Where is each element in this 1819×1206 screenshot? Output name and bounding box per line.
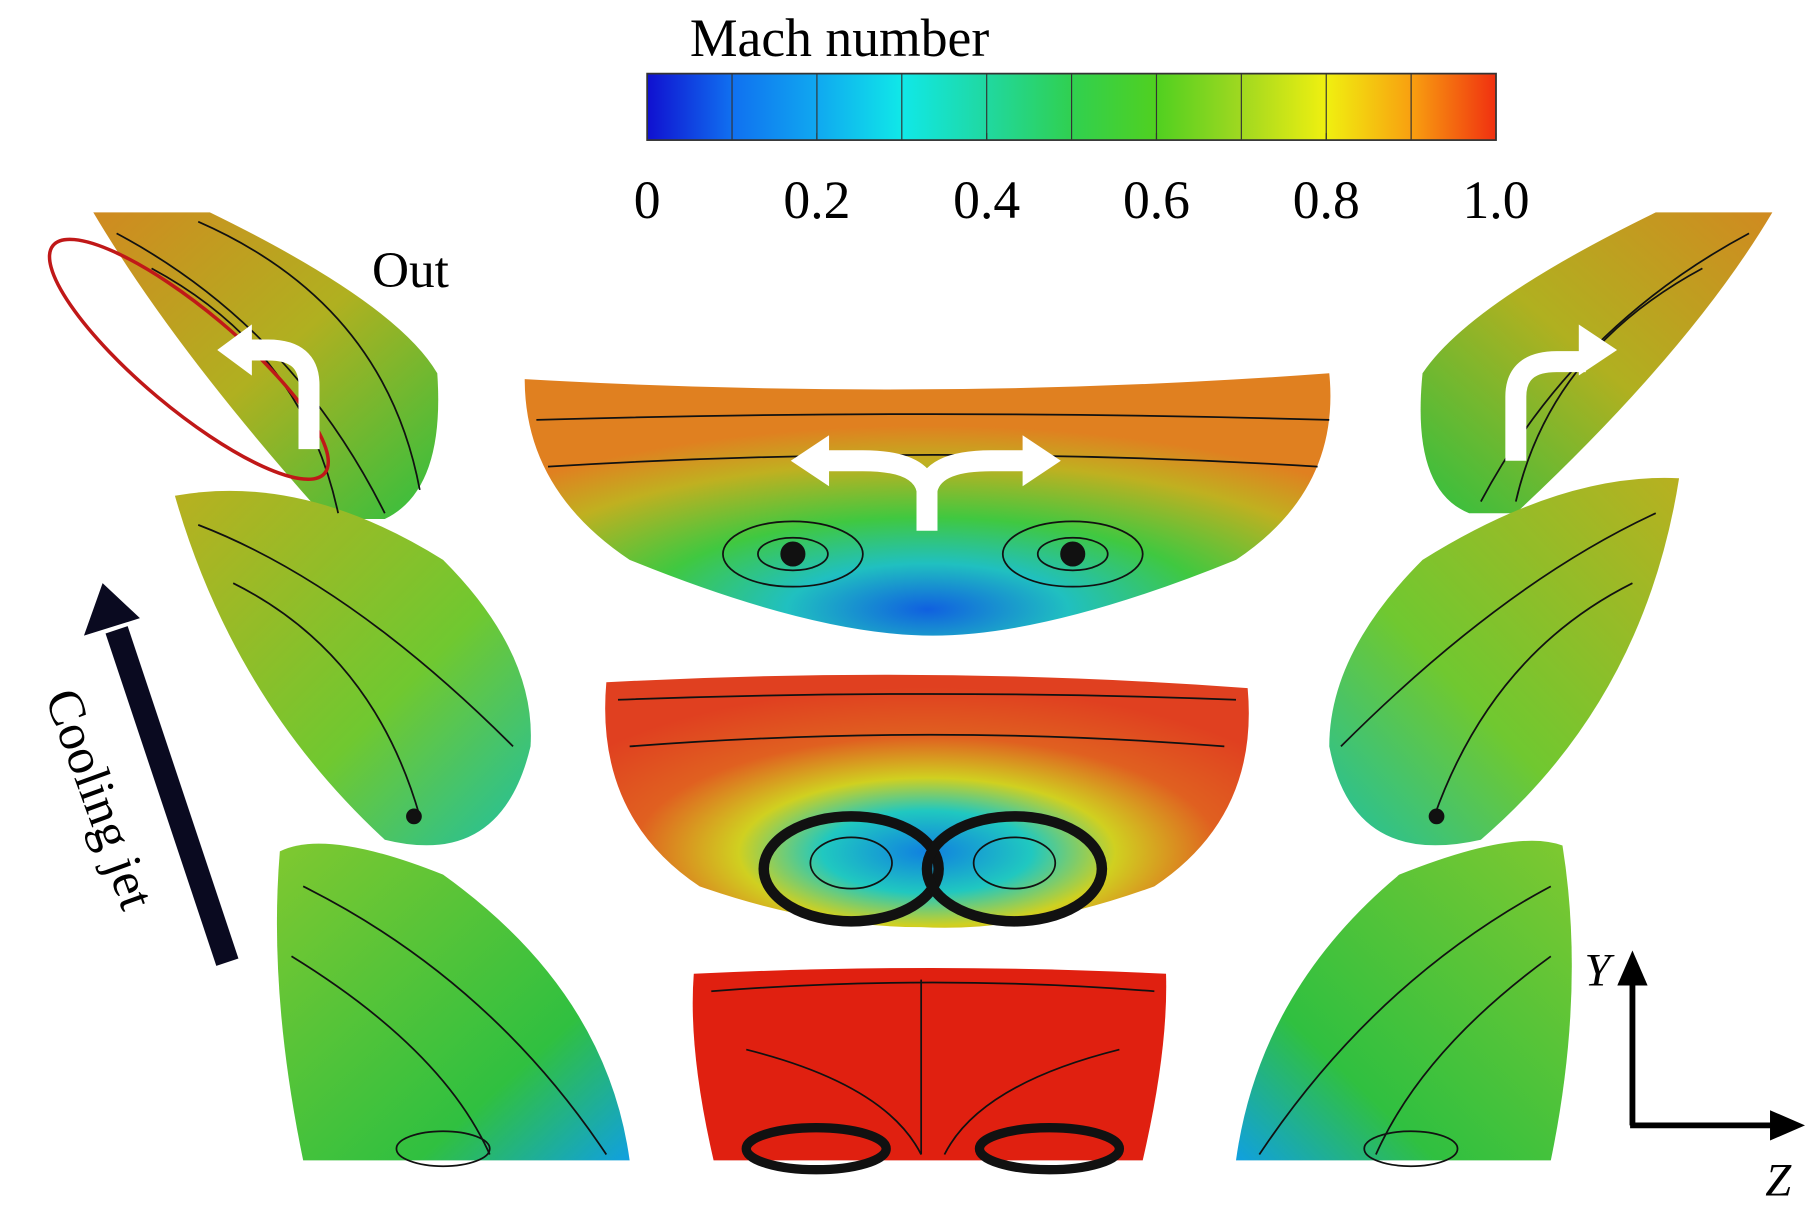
colorbar-tick-label: 0.6 bbox=[1123, 170, 1190, 230]
streamlines bbox=[116, 220, 1750, 1175]
colorbar: 0 0.2 0.4 0.6 0.8 1.0 bbox=[634, 72, 1530, 230]
y-axis-label: Y bbox=[1584, 944, 1615, 996]
highlight-ellipse bbox=[47, 237, 331, 481]
colorbar-tick-label: 0 bbox=[634, 170, 661, 230]
axes-indicator bbox=[1617, 950, 1806, 1141]
cooling-jet-arrow bbox=[83, 583, 239, 966]
out-label: Out bbox=[372, 242, 449, 299]
colorbar-tick-label: 0.4 bbox=[953, 170, 1020, 230]
z-axis-label: Z bbox=[1765, 1154, 1792, 1206]
flow-arrows bbox=[217, 324, 1618, 531]
flow-panels bbox=[93, 212, 1773, 1161]
colorbar-tick-label: 0.2 bbox=[783, 170, 850, 230]
colorbar-tick-label: 1.0 bbox=[1462, 170, 1529, 230]
colorbar-title: Mach number bbox=[690, 8, 989, 68]
colorbar-tick-label: 0.8 bbox=[1293, 170, 1360, 230]
